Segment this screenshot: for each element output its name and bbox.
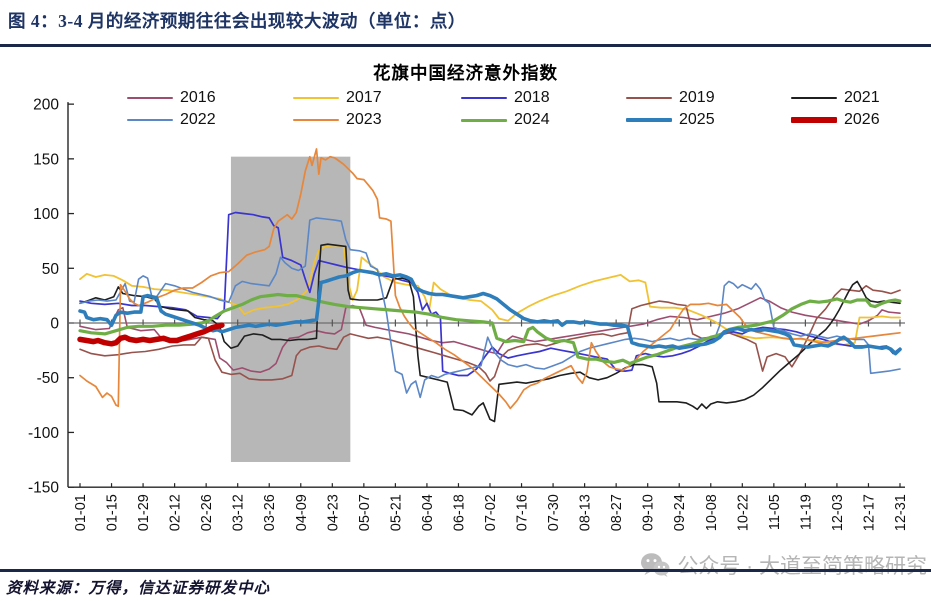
y-tick-label: 100 [33,206,59,223]
legend-label-2024: 2024 [514,111,550,128]
source-note: 资料来源：万得，信达证券研发中心 [6,580,271,597]
legend-label-2021: 2021 [844,89,880,106]
x-tick-label: 12-17 [861,494,877,531]
series-line-2022 [79,217,901,399]
legend-swatch-2016 [127,97,173,99]
x-tick-label: 10-22 [735,494,751,531]
series-line-2023 [79,148,901,410]
legend-item-2024: 2024 [461,111,550,129]
legend-item-2017: 2017 [293,89,382,107]
legend-item-2019: 2019 [626,89,715,107]
y-tick-label: 50 [42,261,60,278]
y-tick-label: -50 [37,370,60,387]
series-line-2018 [79,211,901,377]
legend-swatch-2021 [791,97,837,99]
y-tick-label: 0 [50,316,59,333]
legend-item-2025: 2025 [626,111,715,129]
legend-swatch-2023 [293,119,339,121]
legend-item-2023: 2023 [293,111,382,129]
figure-caption: 图 4：3-4 月的经济预期往往会出现较大波动（单位：点） [8,11,466,31]
x-tick-label: 04-23 [325,494,341,531]
x-tick-label: 08-13 [578,494,594,531]
x-tick-label: 01-01 [73,494,89,531]
legend-item-2021: 2021 [791,89,880,107]
legend-label-2025: 2025 [679,111,715,128]
top-divider [0,44,931,47]
legend-label-2026: 2026 [844,111,880,128]
series-line-2025 [78,268,902,356]
legend-item-2016: 2016 [127,89,216,107]
x-tick-label: 08-27 [609,494,625,531]
x-tick-label: 01-29 [136,494,152,531]
legend-swatch-2025 [626,118,672,122]
x-tick-label: 05-21 [388,494,404,531]
x-tick-label: 07-16 [515,494,531,531]
x-tick-label: 02-12 [168,494,184,531]
x-tick-label: 09-10 [641,494,657,531]
x-tick-label: 04-09 [294,494,310,531]
x-tick-label: 12-03 [830,494,846,531]
series-line-2019 [79,284,901,382]
y-tick-label: 150 [33,151,59,168]
y-tick-label: 200 [33,97,59,114]
x-tick-label: 10-08 [704,494,720,531]
bottom-divider [0,569,931,572]
series-line-2026 [77,322,225,347]
wechat-icon [641,553,670,577]
series-line-2021 [79,243,901,423]
chart-title: 花旗中国经济意外指数 [373,63,558,83]
x-tick-label: 03-12 [231,494,247,531]
x-tick-label: 12-31 [893,494,909,531]
legend-label-2016: 2016 [180,89,216,106]
legend-swatch-2022 [127,119,173,121]
x-tick-label: 06-18 [451,494,467,531]
y-tick-label: -150 [28,480,59,497]
x-tick-label: 07-02 [483,494,499,531]
legend-label-2019: 2019 [679,89,715,106]
watermark-text: 公众号 · 大道至简策略研究 [677,555,927,578]
legend-swatch-2026 [791,117,837,123]
legend-swatch-2019 [626,97,672,99]
x-tick-label: 01-15 [105,494,121,531]
legend-swatch-2018 [461,97,507,99]
legend-item-2018: 2018 [461,89,550,107]
legend-label-2018: 2018 [514,89,550,106]
legend-swatch-2017 [293,97,339,99]
legend-label-2022: 2022 [180,111,216,128]
legend-label-2017: 2017 [346,89,382,106]
legend-item-2026: 2026 [791,111,880,129]
highlight-band [230,156,351,462]
x-tick-label: 07-30 [546,494,562,531]
legend-label-2023: 2023 [346,111,382,128]
x-tick-label: 05-07 [357,494,373,531]
x-tick-label: 11-19 [798,494,814,530]
watermark: 公众号 · 大道至简策略研究 [640,550,927,580]
y-tick-label: -100 [28,425,59,442]
x-tick-label: 06-04 [420,494,436,531]
x-tick-label: 02-26 [199,494,215,531]
series-line-2016 [79,296,901,374]
legend-swatch-2024 [461,118,507,122]
x-tick-label: 09-24 [672,494,688,531]
x-tick-label: 11-05 [767,494,783,530]
series-line-2024 [78,292,902,366]
x-tick-label: 03-26 [262,494,278,531]
legend-item-2022: 2022 [127,111,216,129]
